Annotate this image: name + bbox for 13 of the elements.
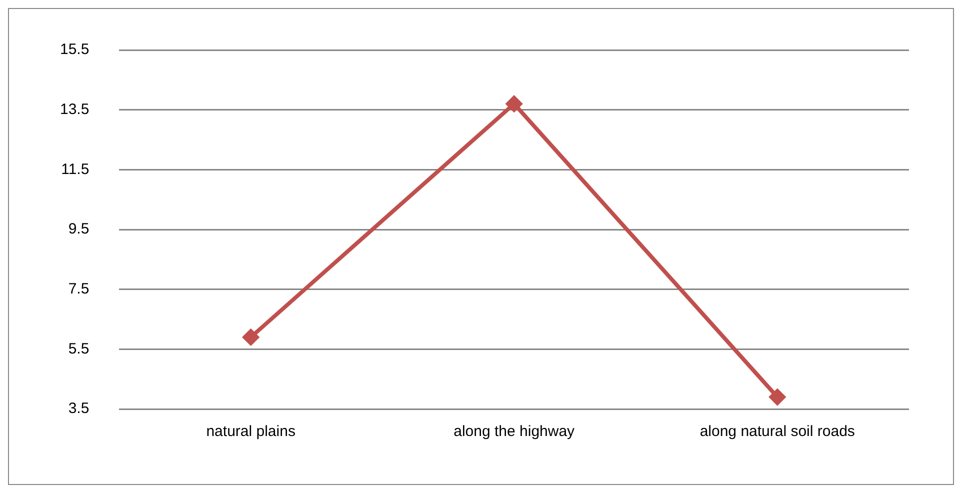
- point: [242, 329, 259, 346]
- y-tick-label: 15.5: [60, 41, 90, 58]
- x-tick-label: along the highway: [454, 423, 576, 440]
- y-tick-label: 5.5: [68, 340, 90, 358]
- point: [769, 389, 786, 406]
- y-tick-label: 13.5: [60, 100, 90, 118]
- y-tick-label: 7.5: [68, 280, 90, 298]
- y-tick-label: 11.5: [61, 160, 90, 178]
- y-tick-label: 9.5: [68, 220, 90, 238]
- x-tick-label: natural plains: [206, 423, 296, 440]
- x-tick-label: along natural soil roads: [700, 423, 855, 440]
- y-tick-label: 3.5: [68, 400, 90, 418]
- point: [506, 96, 522, 112]
